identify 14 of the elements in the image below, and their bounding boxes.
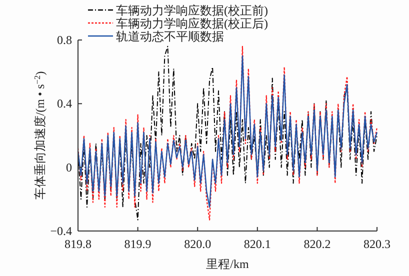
y-tick-label: 0.4 bbox=[57, 96, 72, 111]
x-tick-label: 820.3 bbox=[364, 237, 390, 251]
x-tick-label: 819.8 bbox=[64, 237, 92, 251]
x-tick-label: 820.0 bbox=[184, 237, 212, 251]
legend-label: 车辆动力学响应数据(校正后) bbox=[116, 16, 268, 30]
x-tick-label: 820.1 bbox=[244, 237, 271, 251]
y-tick-label: 0 bbox=[66, 160, 72, 174]
legend-label: 车辆动力学响应数据(校正前) bbox=[116, 4, 268, 18]
legend-label: 轨道动态不平顺数据 bbox=[116, 30, 224, 44]
y-tick-label: 0.8 bbox=[57, 33, 72, 47]
y-tick-label: −0.4 bbox=[50, 224, 72, 238]
x-axis-title: 里程/km bbox=[206, 257, 250, 271]
x-tick-label: 819.9 bbox=[124, 237, 152, 251]
x-tick-label: 820.2 bbox=[304, 237, 331, 251]
